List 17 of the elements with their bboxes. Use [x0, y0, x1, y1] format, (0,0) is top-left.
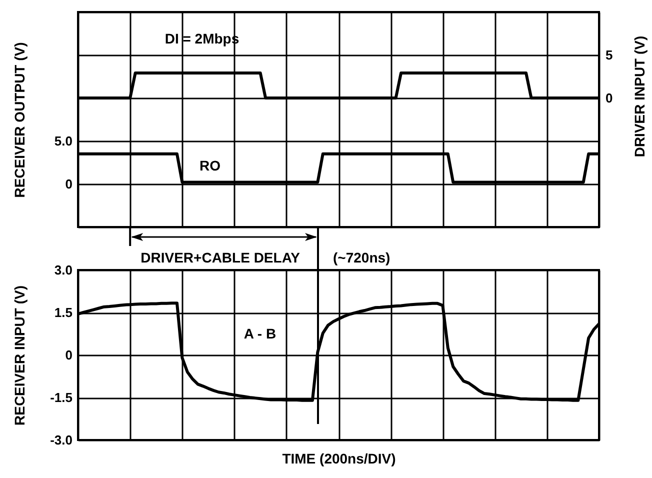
y-tick-label: 0: [65, 348, 72, 362]
text: (~720ns): [333, 250, 390, 266]
annotation: A - B: [244, 326, 276, 342]
y2-tick-label: 0: [606, 90, 613, 106]
x-axis-title: TIME (200ns/DIV): [282, 450, 396, 466]
y-tick-label: 3.0: [54, 262, 72, 278]
y2-tick-label: 5: [606, 48, 613, 62]
y-tick-label: -3.0: [50, 432, 72, 448]
y-tick-label: 1.5: [54, 305, 72, 320]
y2-axis-title: DRIVER INPUT (V): [632, 36, 648, 158]
text: DRIVER+CABLE DELAY: [140, 250, 301, 266]
annotation: RO: [200, 158, 221, 174]
y-tick-label: -1.5: [50, 390, 72, 405]
y-tick-label: 0: [65, 176, 72, 192]
y-tick-label: 5.0: [54, 134, 72, 148]
y-axis-title: RECEIVER OUTPUT (V): [12, 42, 28, 198]
y-axis-title: RECEIVER INPUT (V): [12, 285, 28, 426]
